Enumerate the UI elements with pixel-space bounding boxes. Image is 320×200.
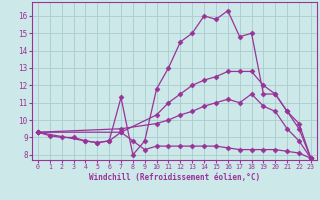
X-axis label: Windchill (Refroidissement éolien,°C): Windchill (Refroidissement éolien,°C) [89,173,260,182]
